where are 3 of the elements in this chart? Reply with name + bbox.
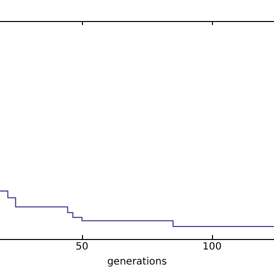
- x-axis-title: generations: [107, 256, 167, 268]
- x-tick-label: 50: [76, 242, 88, 253]
- x-tick-label: 100: [202, 242, 222, 253]
